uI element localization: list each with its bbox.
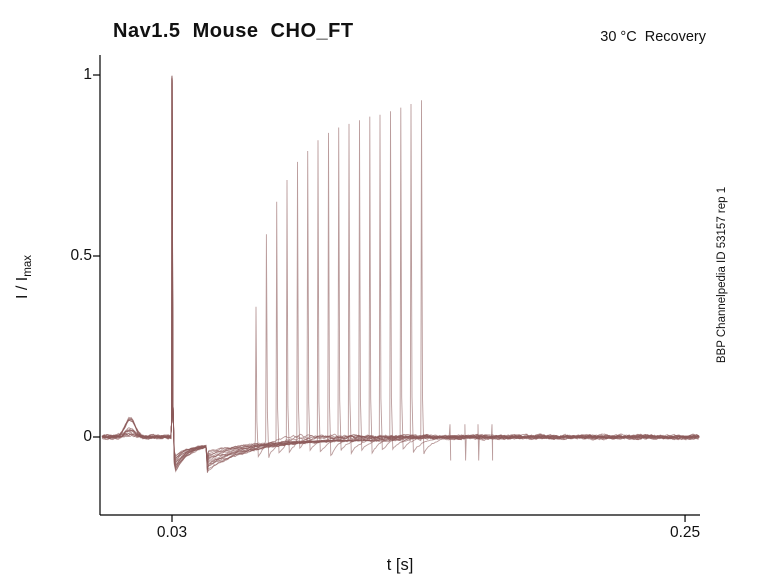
channelpedia-id-label: BBP Channelpedia ID 53157 rep 1 (716, 186, 728, 364)
current-trace (101, 78, 699, 473)
y-axis-label: I / Imax (14, 255, 34, 299)
temperature-recovery-annotation: 30 °C Recovery (600, 29, 706, 45)
y-tick-label-0: 0 (83, 428, 92, 445)
y-tick-label-1: 1 (83, 66, 92, 83)
y-tick-label-05: 0.5 (70, 247, 92, 264)
x-axis-label: t [s] (386, 556, 414, 574)
x-tick-label-025: 0.25 (669, 524, 701, 541)
chart-title: Nav1.5 Mouse CHO_FT (113, 20, 354, 42)
y-axis-label-main: I / I (13, 276, 31, 299)
current-trace (101, 82, 699, 471)
current-trace (101, 78, 700, 472)
y-axis-label-subscript: max (22, 255, 35, 277)
x-tick-label-003: 0.03 (156, 524, 188, 541)
